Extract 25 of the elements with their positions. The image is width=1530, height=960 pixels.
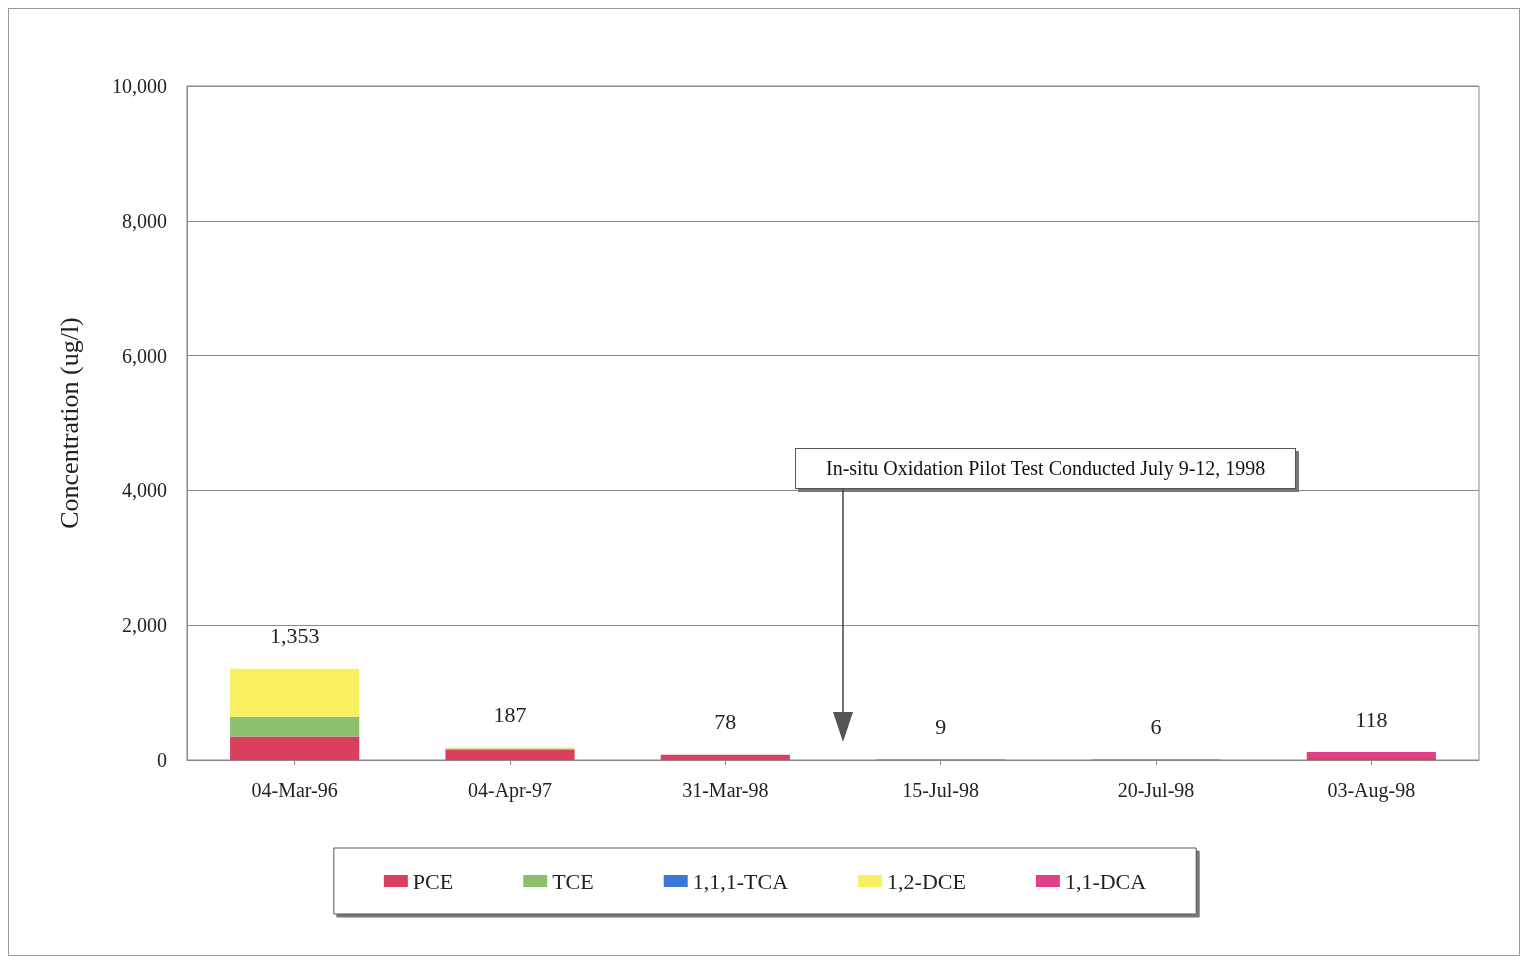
y-tick-label: 8,000 <box>122 209 167 232</box>
y-tick-label: 4,000 <box>122 479 167 502</box>
x-tick-label: 31-Mar-98 <box>682 779 769 801</box>
x-tick-label: 15-Jul-98 <box>902 779 979 801</box>
total-label: 118 <box>1355 706 1388 732</box>
legend-label: 1,1,1-TCA <box>692 868 789 894</box>
y-tick-label: 0 <box>157 749 167 771</box>
total-label: 78 <box>714 709 737 735</box>
total-label: 1,353 <box>269 623 320 649</box>
annotation: In-situ Oxidation Pilot Test Conducted July 9-12, 1998 <box>795 448 1297 489</box>
x-tick-label: 20-Jul-98 <box>1117 779 1195 801</box>
total-label: 187 <box>493 701 527 727</box>
legend-label: 1,2-DCE <box>887 868 966 894</box>
y-tick-label: 2,000 <box>122 614 167 637</box>
x-tick-label: 04-Apr-97 <box>467 779 553 802</box>
legend-label: 1,1-DCA <box>1064 868 1147 894</box>
total-label: 9 <box>935 713 947 739</box>
legend-label: TCE <box>552 868 594 894</box>
y-axis-title: Concentration (ug/l) <box>54 317 84 529</box>
legend-label: PCE <box>412 868 454 894</box>
y-tick-label: 6,000 <box>122 344 167 367</box>
total-label: 6 <box>1150 714 1162 740</box>
y-tick-label: 10,000 <box>112 75 167 97</box>
x-tick-label: 03-Aug-98 <box>1327 779 1416 802</box>
x-tick-label: 04-Mar-96 <box>251 779 338 801</box>
